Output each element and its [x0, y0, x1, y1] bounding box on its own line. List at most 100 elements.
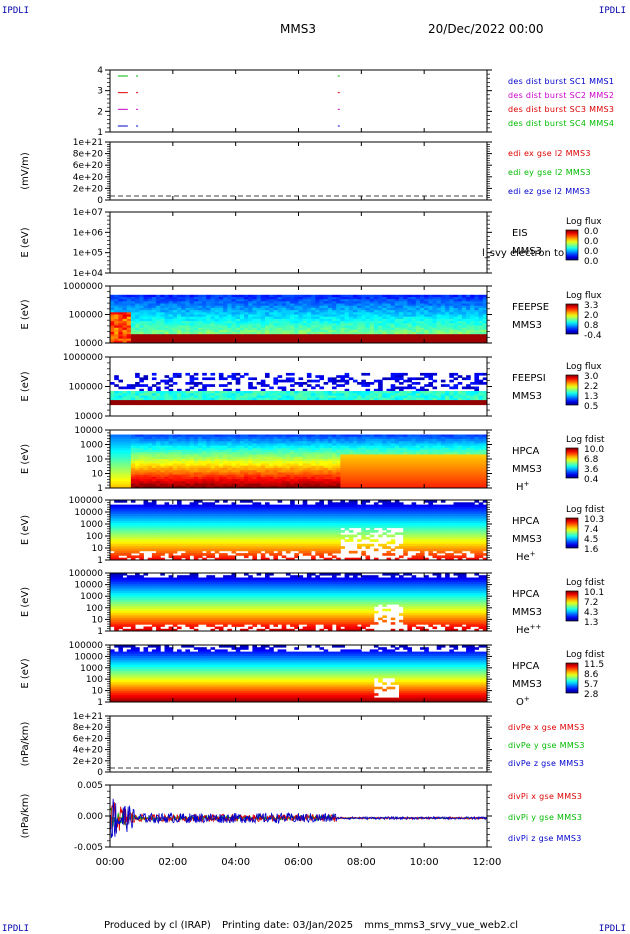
feepse-heatmap-cell: [466, 340, 471, 344]
hpca-h-heatmap-cell: [311, 436, 316, 440]
feepse-heatmap-cell: [348, 336, 354, 339]
hpca-h-heatmap-cell: [260, 441, 266, 444]
feepsi-heatmap-cell: [151, 377, 157, 381]
feepse-heatmap-cell: [227, 307, 232, 311]
hpca-h-heatmap-cell: [302, 472, 308, 475]
hpca-h-heatmap-cell: [394, 472, 400, 475]
feepse-heatmap-cell: [285, 336, 291, 339]
feepsi-heatmap-cell: [126, 386, 132, 390]
feepse-heatmap-cell: [273, 340, 278, 344]
feepse-heatmap-cell: [189, 312, 195, 315]
feepse-heatmap-cell: [177, 340, 182, 344]
feepse-heatmap-cell: [436, 332, 442, 335]
feepse-heatmap-cell: [407, 327, 412, 331]
feepse-heatmap-cell: [147, 327, 153, 331]
feepse-heatmap-cell: [223, 303, 228, 307]
feepse-heatmap-cell: [294, 327, 299, 331]
hpca-h-heatmap-cell: [265, 472, 270, 475]
hpca-h-heatmap-cell: [210, 445, 216, 449]
feepse-heatmap-cell: [294, 305, 299, 309]
feepse-heatmap-cell: [420, 318, 425, 322]
feepsi-heatmap-cell: [319, 400, 324, 403]
feepsi-heatmap-cell: [160, 402, 165, 406]
hpca-h-heatmap-cell: [382, 456, 387, 460]
hpca-h-heatmap-cell: [403, 474, 408, 478]
hpca-h-heatmap-cell: [164, 472, 170, 475]
feepse-heatmap-cell: [457, 297, 463, 300]
feepse-heatmap-cell: [428, 327, 433, 331]
feepsi-heatmap-cell: [114, 397, 119, 401]
feepse-heatmap-cell: [277, 323, 283, 326]
feepse-heatmap-cell: [369, 303, 375, 307]
feepsi-heatmap-cell: [248, 377, 253, 381]
hpca-h-heatmap-cell: [239, 454, 245, 458]
hpca-h-heatmap-cell: [135, 463, 140, 467]
feepsi-heatmap-cell: [457, 391, 463, 394]
hpca-h-heatmap-cell: [281, 461, 287, 464]
hpca-h-heatmap-cell: [239, 481, 245, 484]
feepsi-heatmap-cell: [218, 391, 224, 394]
feepse-heatmap-cell: [294, 340, 299, 344]
feepsi-heatmap-cell: [130, 393, 136, 396]
hpca-h-heatmap-cell: [344, 485, 350, 489]
feepsi-heatmap-cell: [311, 393, 316, 396]
feepsi-heatmap-cell: [168, 400, 174, 403]
feepse-heatmap-cell: [361, 327, 366, 331]
feepse-heatmap-cell: [265, 294, 270, 298]
feepse-heatmap-cell: [466, 312, 471, 315]
feepse-heatmap-cell: [344, 327, 350, 331]
feepse-heatmap-cell: [231, 325, 237, 329]
hpca-h-heatmap-cell: [202, 456, 207, 460]
feepse-heatmap-cell: [340, 318, 345, 322]
hpca-h-heatmap-cell: [210, 481, 216, 484]
feepsi-heatmap-cell: [332, 377, 337, 381]
hpca-h-heatmap-cell: [239, 463, 245, 467]
feepsi-heatmap-cell: [244, 397, 249, 401]
hpca-h-heatmap-cell: [185, 467, 190, 471]
feepse-heatmap-cell: [206, 307, 211, 311]
hpca-h-heatmap-cell: [235, 456, 241, 460]
feepse-heatmap-cell: [482, 334, 488, 337]
hpca-h-heatmap-cell: [332, 454, 337, 458]
feepse-heatmap-cell: [382, 327, 387, 331]
feepse-heatmap-cell: [302, 338, 308, 342]
feepse-heatmap-cell: [277, 301, 283, 304]
hpca-h-heatmap-cell: [420, 447, 425, 451]
feepsi-heatmap-cell: [420, 393, 425, 396]
hpca-h-heatmap-cell: [369, 467, 375, 471]
hpca-h-heatmap-cell: [424, 438, 429, 442]
feepse-heatmap-cell: [386, 336, 392, 339]
feepse-heatmap-cell: [461, 327, 467, 331]
feepsi-heatmap-cell: [315, 395, 320, 399]
feepsi-heatmap-cell: [440, 384, 446, 387]
feepse-heatmap-cell: [457, 323, 463, 326]
hpca-h-heatmap-cell: [403, 436, 408, 440]
feepse-heatmap-cell: [235, 299, 241, 302]
feepse-heatmap-cell: [378, 338, 383, 342]
feepse-heatmap-cell: [344, 305, 350, 309]
hpca-h-heatmap-cell: [151, 450, 157, 453]
feepse-heatmap-cell: [466, 325, 471, 329]
feepse-heatmap-cell: [269, 329, 274, 333]
hpca-h-heatmap-cell: [306, 467, 312, 471]
feepse-heatmap-cell: [373, 299, 379, 302]
feepse-heatmap-cell: [357, 323, 362, 326]
feepse-heatmap-cell: [244, 301, 249, 304]
hpca-h-heatmap-cell: [420, 459, 425, 462]
feepse-heatmap-cell: [181, 318, 186, 322]
feepse-heatmap-cell: [147, 338, 153, 342]
feepse-heatmap-cell: [231, 297, 237, 300]
feepsi-heatmap-cell: [290, 377, 295, 381]
feepse-heatmap-cell: [260, 318, 266, 322]
feepse-heatmap-cell: [365, 329, 371, 333]
feepse-heatmap-cell: [399, 340, 404, 344]
hpca-h-heatmap-cell: [415, 474, 421, 478]
feepse-heatmap-cell: [365, 297, 371, 300]
hpca-h-heatmap-cell: [378, 450, 383, 453]
feepse-heatmap-cell: [147, 323, 153, 326]
hpca-h-heatmap-cell: [214, 461, 220, 464]
feepse-heatmap-cell: [193, 325, 199, 329]
hpca-h-heatmap-cell: [336, 467, 341, 471]
feepsi-heatmap-cell: [420, 400, 425, 403]
feepse-heatmap-cell: [227, 332, 232, 335]
